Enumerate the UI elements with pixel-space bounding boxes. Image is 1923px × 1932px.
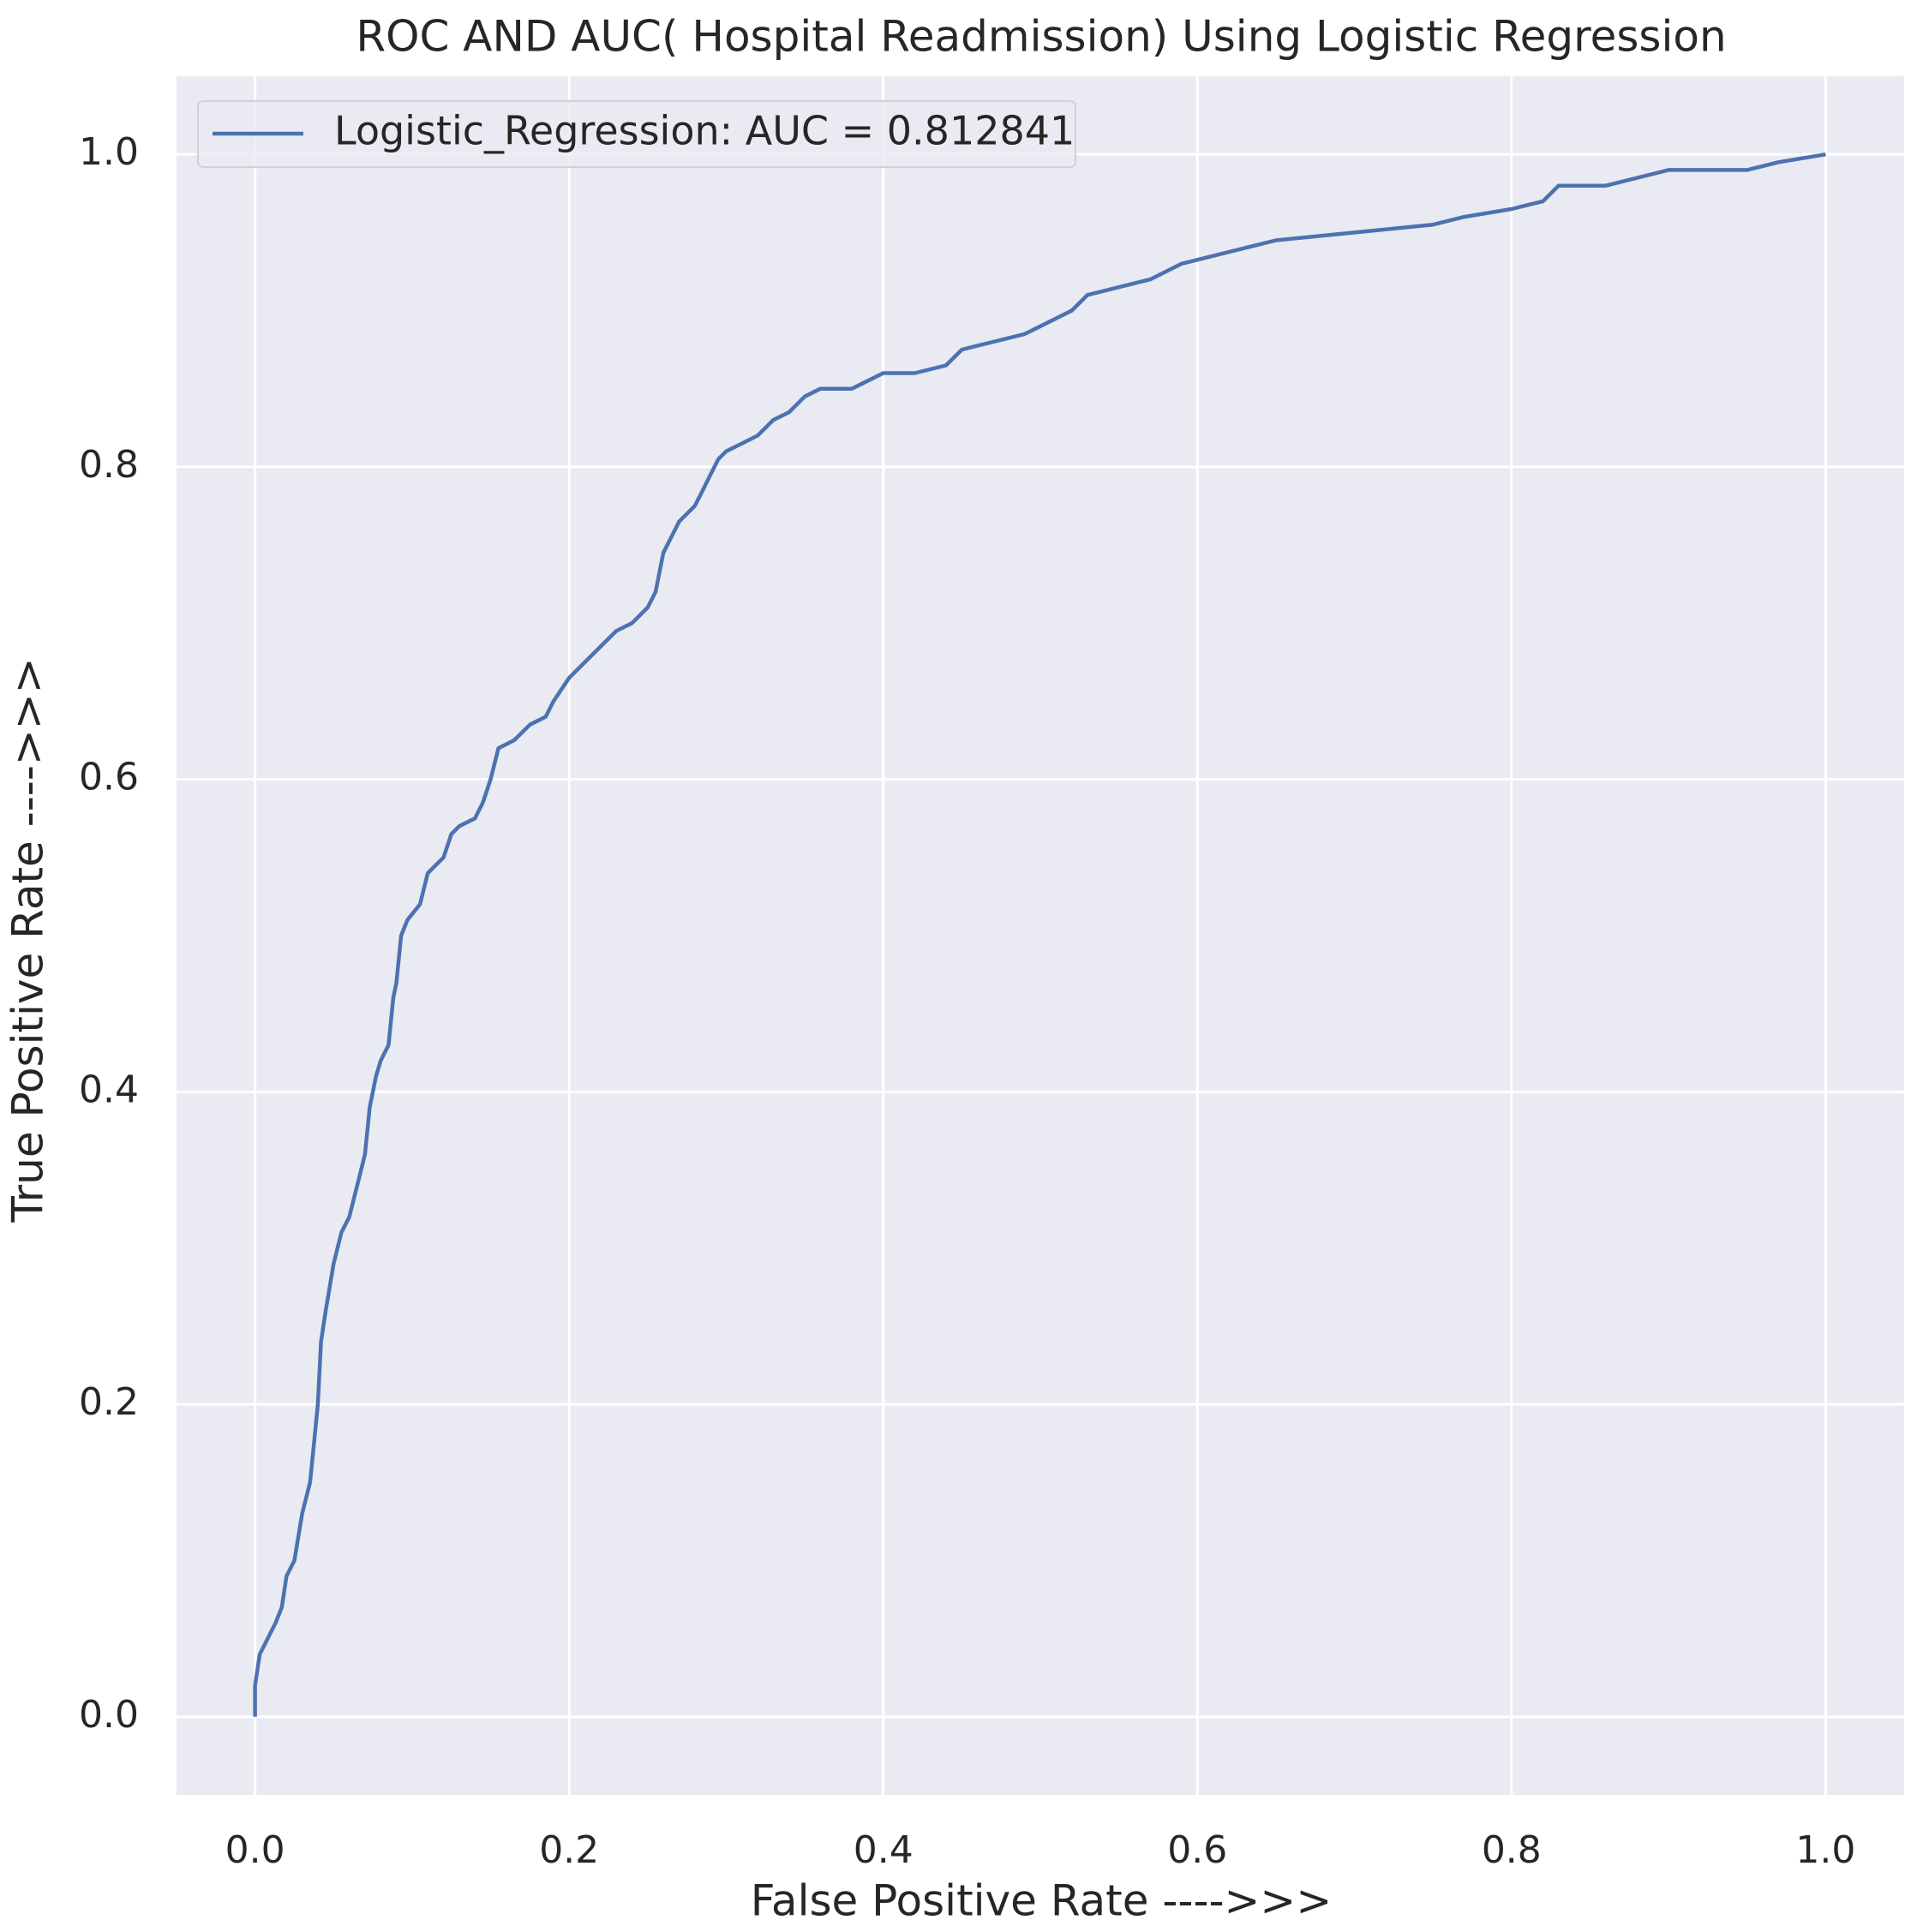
y-tick-label: 0.4	[79, 1068, 139, 1111]
x-tick-label: 1.0	[1795, 1828, 1855, 1872]
y-axis-label: True Positive Rate ---->>>	[3, 657, 53, 1223]
lines	[253, 152, 1826, 1717]
x-tick-label: 0.0	[225, 1828, 285, 1872]
x-tick-label: 0.6	[1167, 1828, 1227, 1872]
y-tick-label: 0.2	[79, 1380, 139, 1424]
legend-label: Logistic_Regression: AUC = 0.812841	[334, 108, 1075, 154]
x-tick-label: 0.4	[854, 1828, 914, 1872]
roc-line	[253, 152, 1826, 1717]
chart-title: ROC AND AUC( Hospital Readmission) Using…	[356, 12, 1726, 62]
y-tick-label: 0.0	[79, 1693, 139, 1737]
legend: Logistic_Regression: AUC = 0.812841	[197, 100, 1076, 168]
y-tick-label: 0.8	[79, 443, 139, 487]
x-tick-label: 0.8	[1482, 1828, 1542, 1872]
plot-background	[177, 76, 1904, 1795]
y-tick-label: 1.0	[79, 130, 139, 174]
x-tick-label: 0.2	[539, 1828, 599, 1872]
legend-box	[197, 100, 1076, 168]
x-axis-label: False Positive Rate ---->>>	[751, 1876, 1332, 1926]
y-tick-label: 0.6	[79, 756, 139, 799]
